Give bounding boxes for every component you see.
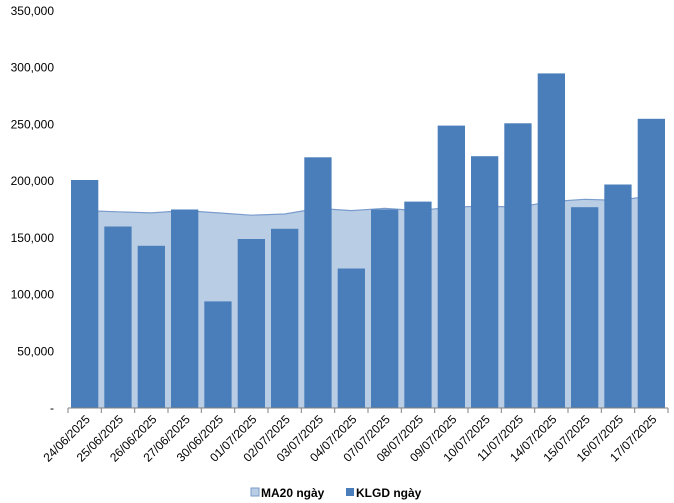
bar <box>104 226 132 408</box>
legend: MA20 ngày KLGD ngày <box>250 486 422 500</box>
y-tick-label: 150,000 <box>11 231 55 245</box>
bar <box>337 268 365 408</box>
bar <box>604 184 632 408</box>
bar <box>504 123 532 409</box>
bar <box>371 209 399 408</box>
bar <box>637 118 665 409</box>
bar <box>171 209 199 408</box>
bar <box>404 201 432 408</box>
bar <box>271 228 299 408</box>
bars-layer <box>71 73 665 409</box>
bar <box>571 207 599 408</box>
y-tick-label: 350,000 <box>11 4 55 18</box>
bar <box>437 125 465 408</box>
y-tick-label: 200,000 <box>11 174 55 188</box>
bar <box>71 180 99 408</box>
bar <box>237 239 265 408</box>
legend-swatch-ma20 <box>250 487 260 497</box>
y-tick-label: 100,000 <box>11 288 55 302</box>
legend-label-ma20: MA20 ngày <box>261 486 325 500</box>
legend-swatch-klgd <box>346 488 354 496</box>
bar <box>471 156 499 408</box>
y-tick-label: 50,000 <box>17 344 54 358</box>
bar <box>137 245 165 408</box>
y-tick-label: - <box>50 401 54 415</box>
legend-label-klgd: KLGD ngày <box>356 486 422 500</box>
y-tick-label: 300,000 <box>11 61 55 75</box>
bar <box>304 157 332 408</box>
ma20-area-layer <box>84 195 652 408</box>
bar <box>537 73 565 409</box>
y-tick-label: 250,000 <box>11 117 55 131</box>
bar <box>204 301 232 408</box>
ma20-area <box>84 195 652 408</box>
